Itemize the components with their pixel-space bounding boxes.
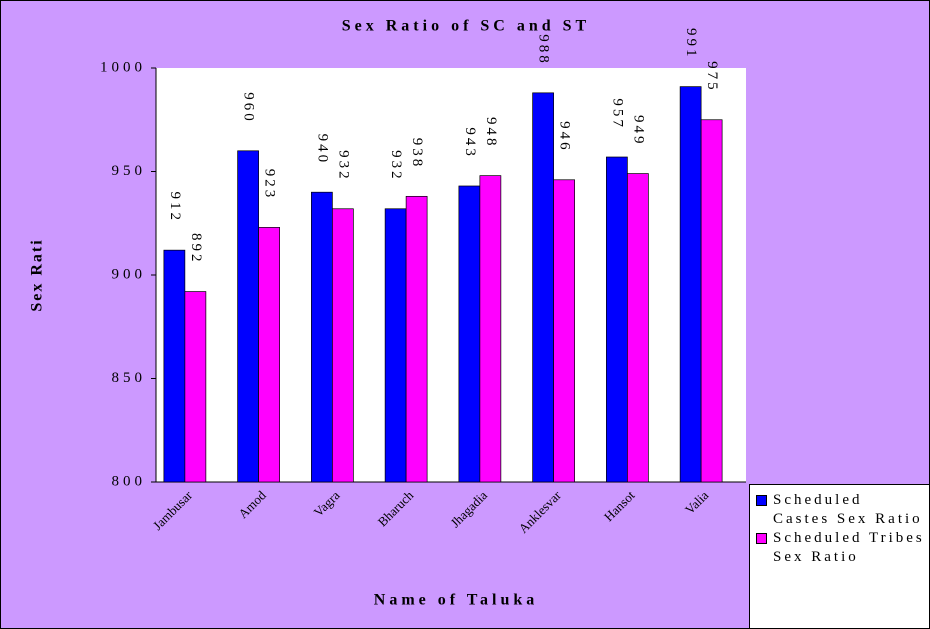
legend-item: Scheduled Castes Sex Ratio	[756, 491, 926, 529]
y-tick-label: 900	[112, 266, 147, 282]
chart-title: Sex Ratio of SC and ST	[342, 18, 590, 35]
data-label: 960	[241, 92, 257, 124]
bar	[311, 191, 333, 483]
y-tick-label: 800	[112, 473, 147, 489]
data-label: 923	[262, 169, 278, 201]
x-tick-label: Bharuch	[375, 487, 417, 529]
data-label: 938	[409, 138, 425, 170]
legend-swatch	[756, 495, 767, 506]
bar	[679, 86, 702, 483]
data-label: 988	[536, 34, 552, 66]
bar	[405, 195, 428, 483]
legend: Scheduled Castes Sex Ratio Scheduled Trib…	[749, 484, 929, 628]
data-label: 946	[557, 121, 573, 152]
bar	[184, 291, 207, 483]
bar	[163, 249, 186, 483]
data-label: 975	[704, 61, 720, 93]
data-label: 943	[462, 127, 478, 159]
x-tick-label: Hansot	[601, 487, 638, 524]
legend-label: Scheduled Tribes Sex Ratio	[773, 530, 925, 565]
data-label: 912	[167, 192, 183, 224]
bar	[237, 150, 259, 483]
y-tick-label: 850	[112, 370, 147, 386]
x-tick-label: Anklesvar	[515, 487, 564, 536]
y-tick-label: 1000	[100, 59, 146, 75]
bar	[458, 185, 481, 483]
x-tick-label: Amod	[235, 487, 269, 521]
bar	[332, 208, 354, 483]
x-tick-label: Jambusar	[150, 487, 196, 533]
data-label: 932	[335, 150, 351, 182]
x-axis-label: Name of Taluka	[374, 592, 538, 609]
data-label: 957	[609, 98, 625, 130]
x-tick-label: Jhagadia	[447, 487, 490, 530]
legend-item: Scheduled Tribes Sex Ratio	[756, 529, 926, 567]
data-label: 940	[314, 134, 330, 166]
bar	[258, 227, 280, 483]
bar	[384, 208, 407, 483]
bar	[479, 175, 502, 483]
legend-label: Scheduled Castes Sex Ratio	[773, 492, 923, 527]
data-label: 949	[630, 115, 646, 146]
x-tick-label: Vagra	[311, 487, 343, 519]
bar	[606, 156, 628, 483]
data-label: 991	[683, 28, 699, 60]
bar	[532, 92, 554, 483]
y-tick-label: 950	[112, 163, 147, 179]
bar	[700, 119, 723, 483]
x-tick-label: Valia	[682, 487, 712, 517]
data-label: 932	[388, 150, 404, 182]
y-axis-label: Sex Rati	[29, 238, 46, 311]
data-label: 948	[483, 117, 499, 149]
bar	[627, 173, 649, 483]
data-label: 892	[188, 233, 204, 265]
bar	[553, 179, 575, 483]
legend-swatch	[756, 533, 767, 544]
